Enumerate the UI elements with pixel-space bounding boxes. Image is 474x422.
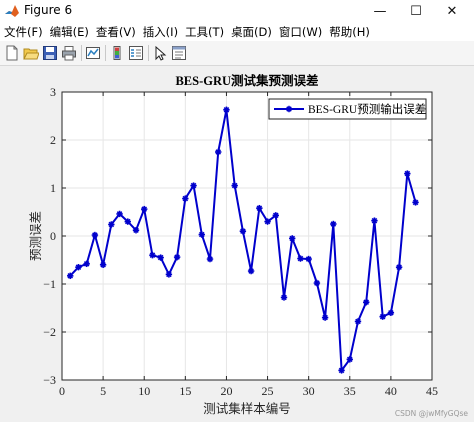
y-tick-label: 2 <box>50 133 56 147</box>
matlab-icon <box>5 5 19 17</box>
data-point-marker <box>297 255 304 262</box>
menu-tools[interactable]: 工具(T) <box>185 24 225 39</box>
data-point-marker <box>272 212 279 219</box>
maximize-button[interactable]: ☐ <box>410 3 422 19</box>
y-axis-label: 预测误差 <box>29 211 43 261</box>
edit-plot-icon[interactable] <box>152 45 168 61</box>
link-plot-icon[interactable] <box>85 45 101 61</box>
data-point-marker <box>354 318 362 325</box>
toolbar-separator <box>105 45 106 61</box>
insert-legend-icon[interactable] <box>128 45 144 61</box>
data-point-marker <box>83 260 90 268</box>
error-line-chart: 0 5 10 15 20 25 30 35 40 45 −3 −2 −1 0 1 2 3 BES-GRU测试集预测… <box>29 73 438 416</box>
minimize-button[interactable]: — <box>373 3 387 19</box>
data-point-marker <box>223 106 230 113</box>
y-tick-label: −1 <box>43 277 56 291</box>
chart-title: BES-GRU测试集预测误差 <box>175 73 318 88</box>
data-point-marker <box>387 309 395 316</box>
legend-label: BES-GRU预测输出误差 <box>308 102 426 116</box>
x-tick-label: 15 <box>179 384 191 398</box>
data-point-marker <box>239 228 247 235</box>
data-point-marker <box>280 294 288 301</box>
data-point-marker <box>313 279 321 287</box>
data-point-marker <box>215 148 222 156</box>
menu-desktop[interactable]: 桌面(D) <box>231 24 272 39</box>
menu-file[interactable]: 文件(F) <box>4 24 43 39</box>
data-point-marker <box>363 299 370 306</box>
legend-marker <box>285 105 293 113</box>
data-point-marker <box>149 252 156 259</box>
data-point-marker <box>330 220 337 228</box>
x-axis-label: 测试集样本编号 <box>203 401 291 416</box>
menu-window[interactable]: 窗口(W) <box>278 24 323 39</box>
data-point-marker <box>379 313 386 320</box>
data-point-marker <box>157 254 164 261</box>
data-point-marker <box>206 255 214 263</box>
y-tick-label: −3 <box>43 373 56 387</box>
insert-colorbar-icon[interactable] <box>109 45 125 61</box>
data-point-marker <box>371 217 378 224</box>
y-tick-label: −2 <box>43 325 56 339</box>
x-tick-label: 20 <box>220 384 232 398</box>
x-tick-label: 40 <box>385 384 397 398</box>
save-icon[interactable] <box>42 45 58 61</box>
data-point-marker <box>231 182 238 189</box>
data-point-marker <box>173 253 181 261</box>
y-tick-label: 0 <box>50 229 56 243</box>
x-tick-label: 5 <box>100 384 106 398</box>
data-point-marker <box>67 272 74 280</box>
x-tick-label: 30 <box>303 384 315 398</box>
data-point-marker <box>190 182 197 189</box>
data-point-marker <box>91 231 99 239</box>
data-point-marker <box>75 264 82 271</box>
data-point-marker <box>346 356 353 363</box>
menu-edit[interactable]: 编辑(E) <box>49 24 89 39</box>
x-tick-label: 45 <box>426 384 438 398</box>
property-editor-icon[interactable] <box>171 45 187 61</box>
y-tick-label: 1 <box>50 181 56 195</box>
data-point-marker <box>264 218 271 225</box>
data-point-marker <box>182 195 189 202</box>
data-point-marker <box>404 170 411 177</box>
data-point-marker <box>289 235 296 242</box>
data-point-marker <box>338 367 345 374</box>
data-point-marker <box>108 221 115 228</box>
print-icon[interactable] <box>61 45 77 61</box>
new-figure-icon[interactable] <box>4 45 20 61</box>
close-button[interactable]: ✕ <box>446 3 458 19</box>
x-tick-label: 10 <box>138 384 150 398</box>
data-point-marker <box>116 210 123 218</box>
open-file-icon[interactable] <box>23 45 39 61</box>
x-tick-label: 35 <box>344 384 356 398</box>
title-bar: Figure 6 — ☐ ✕ <box>0 0 474 22</box>
x-tick-label: 25 <box>262 384 274 398</box>
data-point-marker <box>124 218 131 225</box>
data-point-marker <box>141 205 148 213</box>
figure-canvas: 0 5 10 15 20 25 30 35 40 45 −3 −2 −1 0 1 2 3 BES-GRU测试集预测… <box>0 66 474 422</box>
toolbar-separator <box>81 45 82 61</box>
menu-insert[interactable]: 插入(I) <box>142 24 179 39</box>
menu-help[interactable]: 帮助(H) <box>329 24 370 39</box>
menu-bar: 文件(F) 编辑(E) 查看(V) 插入(I) 工具(T) 桌面(D) 窗口(W… <box>0 22 474 41</box>
data-point-marker <box>305 255 312 263</box>
data-point-marker <box>198 231 205 238</box>
window-title: Figure 6 <box>24 3 73 17</box>
legend-box <box>268 98 427 120</box>
toolbar-separator <box>148 45 149 61</box>
data-point-marker <box>412 199 419 206</box>
x-tick-label: 0 <box>59 384 65 398</box>
data-point-marker <box>321 314 329 321</box>
data-point-marker <box>99 261 107 268</box>
data-point-marker <box>132 227 140 234</box>
data-point-marker <box>256 204 263 212</box>
menu-view[interactable]: 查看(V) <box>95 24 136 39</box>
data-point-marker <box>165 271 173 278</box>
toolbar <box>0 41 474 66</box>
data-point-marker <box>247 267 255 275</box>
data-point-marker <box>395 264 403 271</box>
watermark-text: CSDN @jwMfyGQse <box>394 409 468 418</box>
y-tick-label: 3 <box>50 85 56 99</box>
